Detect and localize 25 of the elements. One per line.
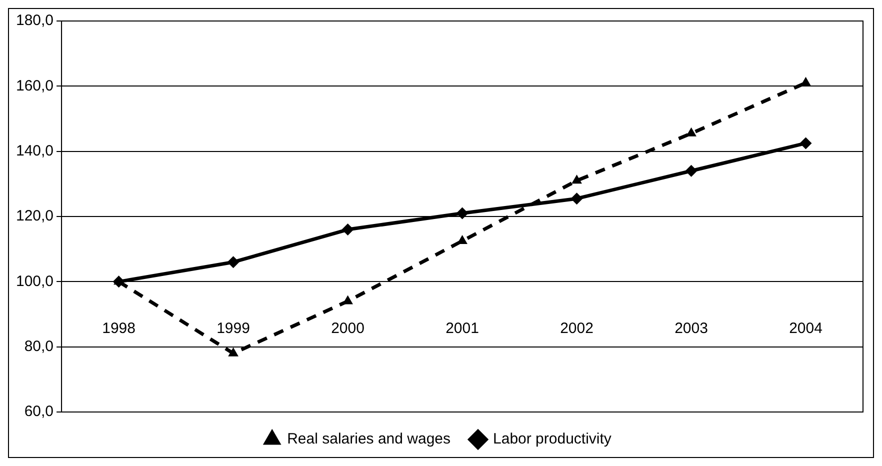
y-tick-label: 60,0 xyxy=(24,403,54,420)
x-tick-label: 2000 xyxy=(331,320,364,337)
x-tick-label: 1998 xyxy=(102,320,136,337)
y-tick-label: 120,0 xyxy=(16,208,54,225)
point xyxy=(572,174,582,184)
point xyxy=(570,192,583,205)
point xyxy=(685,164,698,177)
legend-label: Real salaries and wages xyxy=(287,430,451,448)
point xyxy=(457,234,468,244)
y-tick-label: 100,0 xyxy=(16,272,54,290)
point xyxy=(342,224,354,236)
y-tick-label: 80,0 xyxy=(24,338,54,355)
point xyxy=(456,207,468,220)
y-tick-label: 140,0 xyxy=(16,142,54,160)
x-tick-label: 2001 xyxy=(446,320,479,337)
point xyxy=(227,256,240,268)
x-tick-label: 2002 xyxy=(560,320,594,337)
x-tick-label: 1999 xyxy=(216,320,250,337)
point xyxy=(228,347,238,356)
x-tick-label: 2004 xyxy=(789,320,822,337)
x-tick-label: 2003 xyxy=(674,320,708,337)
y-tick-label: 180,0 xyxy=(16,12,54,30)
y-tick-label: 160,0 xyxy=(16,77,54,94)
legend-label: Labor productivity xyxy=(493,430,612,448)
point xyxy=(800,137,812,150)
